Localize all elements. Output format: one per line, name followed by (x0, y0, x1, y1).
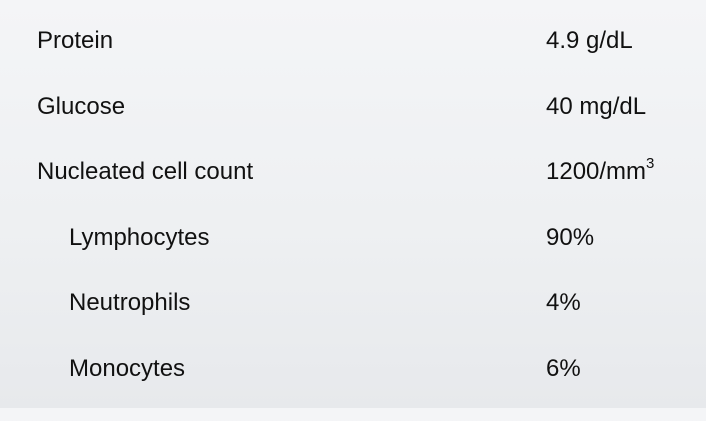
lab-row-glucose: Glucose 40 mg/dL (0, 93, 706, 159)
lab-row-value-superscript: 3 (646, 155, 655, 172)
lab-row-value: 4.9 g/dL (546, 27, 633, 54)
lab-row-value: 90% (546, 224, 595, 251)
lab-row-name: Nucleated cell count (37, 158, 254, 185)
lab-row-name: Protein (37, 27, 114, 54)
lab-row-value: 1200/mm (546, 158, 647, 185)
lab-row-lymphocytes: Lymphocytes 90% (0, 224, 706, 290)
lab-row-neutrophils: Neutrophils 4% (0, 289, 706, 355)
lab-row-protein: Protein 4.9 g/dL (0, 27, 706, 93)
lab-row-value: 6% (546, 355, 581, 382)
lab-row-value: 40 mg/dL (546, 93, 647, 120)
lab-row-value-group: 1200/mm3 (546, 155, 655, 186)
lab-row-monocytes: Monocytes 6% (0, 355, 706, 421)
lab-row-value: 4% (546, 289, 581, 316)
lab-row-name: Monocytes (69, 355, 186, 382)
lab-results-table: Protein 4.9 g/dL Glucose 40 mg/dL Nuclea… (0, 27, 706, 382)
lab-row-name: Lymphocytes (69, 224, 210, 251)
lab-row-nucleated-cell-count: Nucleated cell count 1200/mm3 (0, 155, 706, 224)
lab-row-name: Neutrophils (69, 289, 191, 316)
lab-row-name: Glucose (37, 93, 126, 120)
